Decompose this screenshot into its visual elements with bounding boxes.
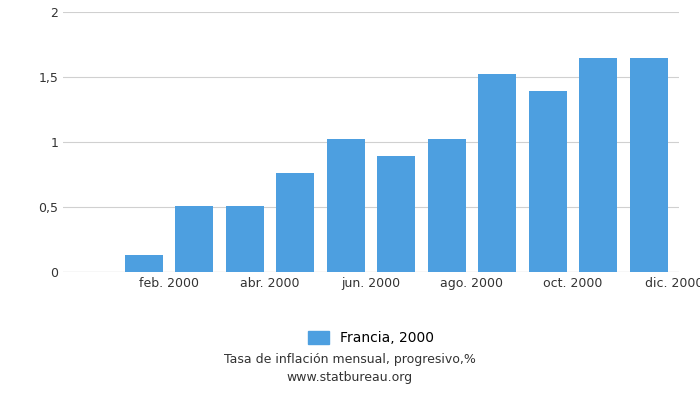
Bar [528, 91, 567, 272]
Text: Tasa de inflación mensual, progresivo,%: Tasa de inflación mensual, progresivo,% [224, 354, 476, 366]
Bar [175, 206, 214, 272]
Bar [226, 206, 264, 272]
Bar [125, 255, 162, 272]
Legend: Francia, 2000: Francia, 2000 [302, 326, 440, 351]
Bar [580, 58, 617, 272]
Text: www.statbureau.org: www.statbureau.org [287, 372, 413, 384]
Bar [327, 139, 365, 272]
Bar [478, 74, 516, 272]
Bar [428, 139, 466, 272]
Bar [377, 156, 415, 272]
Bar [276, 173, 314, 272]
Bar [630, 58, 668, 272]
